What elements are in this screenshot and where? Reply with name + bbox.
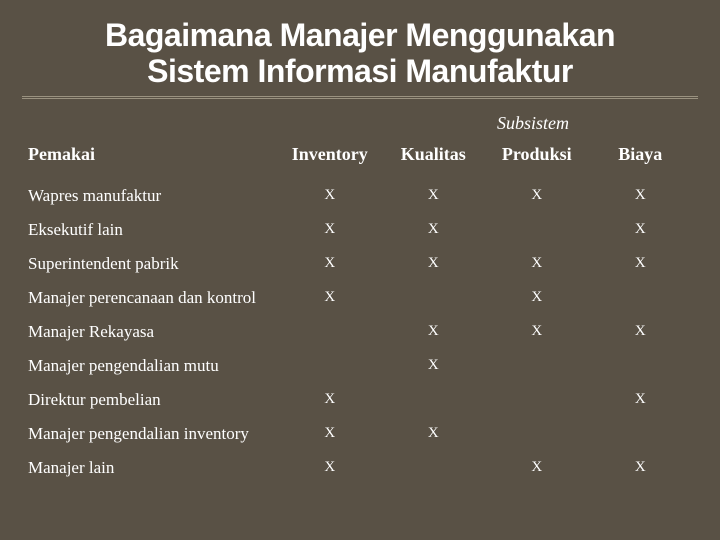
col-header-biaya: Biaya	[589, 144, 693, 179]
cell-mark: X	[382, 315, 486, 349]
cell-mark: X	[382, 179, 486, 213]
cell-mark	[382, 281, 486, 315]
cell-mark	[485, 213, 589, 247]
cell-mark: X	[589, 451, 693, 485]
table-row: Manajer pengendalian mutu X	[28, 349, 692, 383]
cell-mark: X	[589, 247, 693, 281]
cell-mark	[589, 349, 693, 383]
cell-mark: X	[485, 451, 589, 485]
cell-mark: X	[278, 213, 382, 247]
cell-mark	[382, 451, 486, 485]
cell-mark	[278, 349, 382, 383]
subsystem-label: Subsistem	[448, 113, 618, 134]
cell-mark	[278, 315, 382, 349]
slide-title: Bagaimana Manajer Menggunakan Sistem Inf…	[28, 18, 692, 90]
cell-mark: X	[485, 281, 589, 315]
slide: Bagaimana Manajer Menggunakan Sistem Inf…	[0, 0, 720, 540]
cell-mark: X	[485, 179, 589, 213]
cell-mark: X	[589, 179, 693, 213]
cell-mark	[589, 417, 693, 451]
cell-mark: X	[382, 417, 486, 451]
table-row: Superintendent pabrik X X X X	[28, 247, 692, 281]
cell-mark: X	[589, 213, 693, 247]
cell-mark: X	[278, 383, 382, 417]
usage-table: Pemakai Inventory Kualitas Produksi Biay…	[28, 144, 692, 485]
table-row: Eksekutif lain X X X	[28, 213, 692, 247]
cell-mark: X	[485, 247, 589, 281]
cell-mark	[485, 349, 589, 383]
cell-mark: X	[278, 179, 382, 213]
table-row: Manajer lain X X X	[28, 451, 692, 485]
row-label: Direktur pembelian	[28, 383, 278, 417]
row-label: Manajer perencanaan dan kontrol	[28, 281, 278, 315]
table-row: Manajer perencanaan dan kontrol X X	[28, 281, 692, 315]
title-line-2: Sistem Informasi Manufaktur	[147, 53, 573, 89]
table-row: Manajer Rekayasa X X X	[28, 315, 692, 349]
table-header-row: Pemakai Inventory Kualitas Produksi Biay…	[28, 144, 692, 179]
cell-mark: X	[278, 247, 382, 281]
col-header-produksi: Produksi	[485, 144, 589, 179]
cell-mark	[382, 383, 486, 417]
col-header-inventory: Inventory	[278, 144, 382, 179]
table-row: Wapres manufaktur X X X X	[28, 179, 692, 213]
cell-mark: X	[382, 213, 486, 247]
cell-mark: X	[278, 281, 382, 315]
cell-mark: X	[382, 247, 486, 281]
row-label: Manajer lain	[28, 451, 278, 485]
row-label: Manajer pengendalian inventory	[28, 417, 278, 451]
row-label: Wapres manufaktur	[28, 179, 278, 213]
title-underline	[22, 96, 698, 99]
row-label: Eksekutif lain	[28, 213, 278, 247]
table-row: Manajer pengendalian inventory X X	[28, 417, 692, 451]
cell-mark: X	[278, 417, 382, 451]
cell-mark: X	[589, 315, 693, 349]
cell-mark: X	[589, 383, 693, 417]
cell-mark	[485, 383, 589, 417]
cell-mark: X	[278, 451, 382, 485]
cell-mark: X	[382, 349, 486, 383]
title-line-1: Bagaimana Manajer Menggunakan	[105, 17, 615, 53]
table-body: Wapres manufaktur X X X X Eksekutif lain…	[28, 179, 692, 485]
col-header-user: Pemakai	[28, 144, 278, 179]
cell-mark: X	[485, 315, 589, 349]
row-label: Manajer pengendalian mutu	[28, 349, 278, 383]
cell-mark	[589, 281, 693, 315]
col-header-kualitas: Kualitas	[382, 144, 486, 179]
cell-mark	[485, 417, 589, 451]
row-label: Manajer Rekayasa	[28, 315, 278, 349]
table-row: Direktur pembelian X X	[28, 383, 692, 417]
row-label: Superintendent pabrik	[28, 247, 278, 281]
